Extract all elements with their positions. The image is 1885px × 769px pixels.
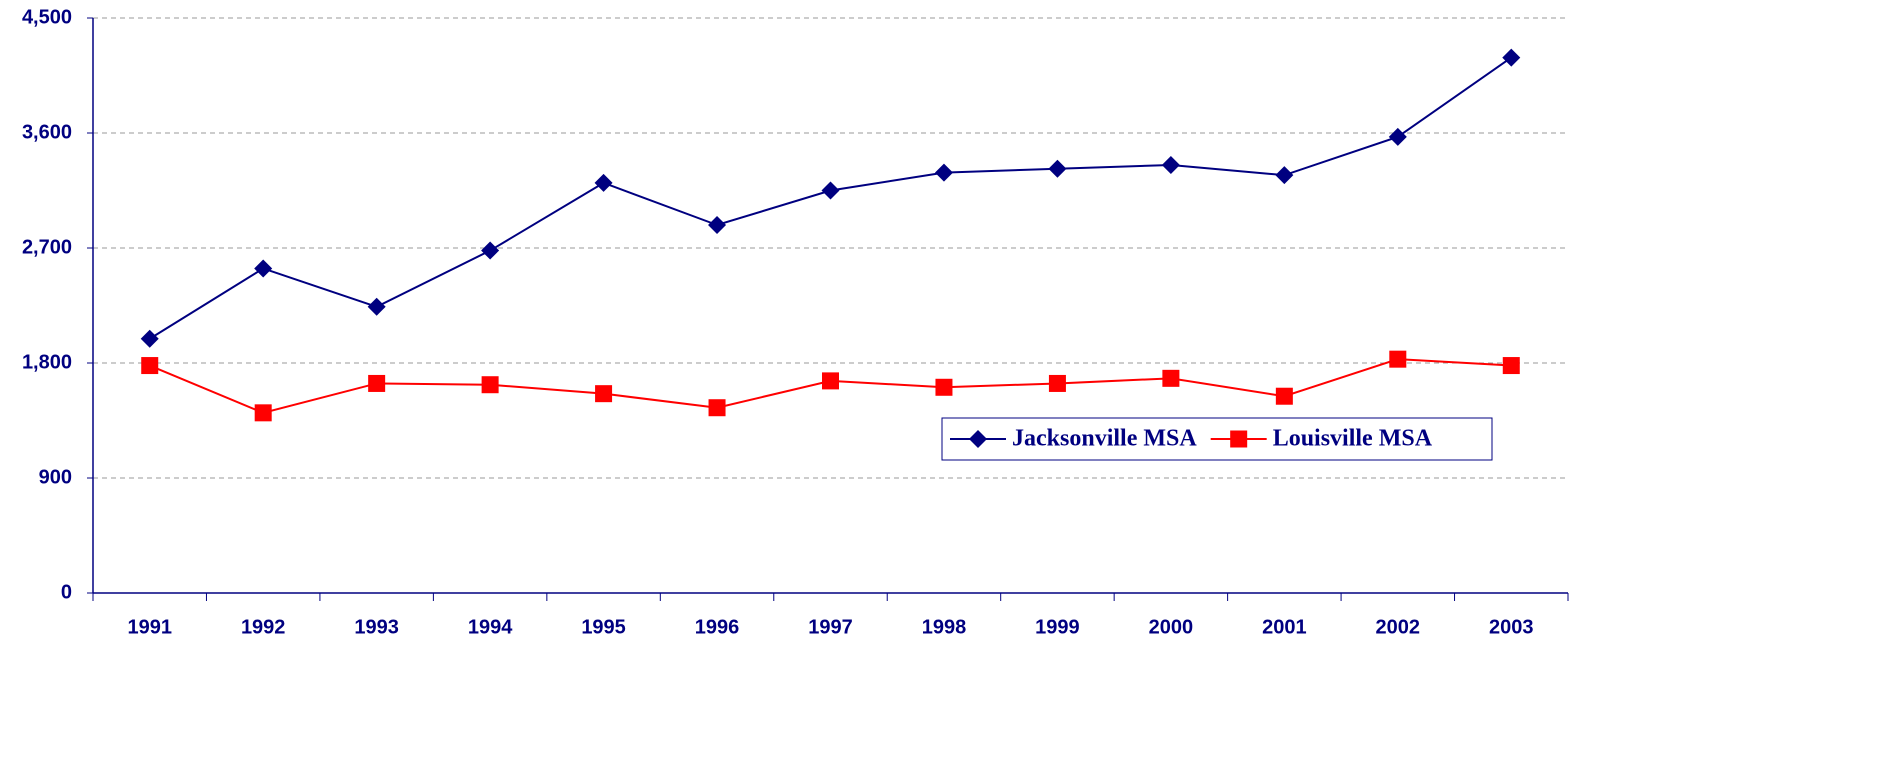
x-tick-label: 1998 <box>922 616 967 638</box>
data-point <box>1162 369 1180 387</box>
legend-marker <box>1230 430 1248 448</box>
data-point <box>822 372 839 390</box>
data-point <box>481 241 500 260</box>
y-tick-label: 0 <box>61 581 72 603</box>
x-tick-label: 1992 <box>241 616 286 638</box>
x-tick-label: 1995 <box>581 616 626 638</box>
data-point <box>1048 159 1067 178</box>
legend-label: Louisville MSA <box>1273 426 1433 452</box>
legend: Jacksonville MSA Louisville MSA <box>941 417 1493 461</box>
data-point <box>141 357 159 375</box>
legend-marker <box>969 430 987 448</box>
x-tick-label: 2001 <box>1262 616 1307 638</box>
data-point <box>934 163 953 182</box>
data-point <box>1275 166 1294 185</box>
x-tick-label: 1999 <box>1035 616 1080 638</box>
data-point <box>594 173 613 192</box>
y-tick-label: 900 <box>39 466 72 488</box>
data-point <box>1161 155 1180 174</box>
y-tick-label: 3,600 <box>22 121 72 143</box>
x-tick-label: 2002 <box>1376 616 1421 638</box>
x-tick-label: 1997 <box>808 616 853 638</box>
x-tick-label: 2000 <box>1149 616 1194 638</box>
legend-label: Jacksonville MSA <box>1012 426 1197 452</box>
data-point <box>821 181 840 200</box>
y-tick-label: 2,700 <box>22 236 72 258</box>
y-tick-label: 1,800 <box>22 351 72 373</box>
data-point <box>935 378 953 396</box>
data-point <box>1389 350 1407 368</box>
data-point <box>708 216 727 234</box>
data-point <box>1275 387 1293 405</box>
data-point <box>1388 127 1407 146</box>
x-tick-label: 1994 <box>468 616 513 638</box>
data-point <box>1502 48 1521 67</box>
data-point <box>254 404 272 422</box>
data-point <box>368 374 386 392</box>
data-point <box>1502 357 1520 375</box>
data-point <box>1048 374 1066 392</box>
data-point <box>595 385 613 403</box>
data-point <box>367 297 386 316</box>
x-tick-label: 1993 <box>354 616 399 638</box>
x-tick-label: 1991 <box>127 616 172 638</box>
y-tick-label: 4,500 <box>22 6 72 28</box>
x-tick-label: 1996 <box>695 616 740 638</box>
data-point <box>140 329 159 348</box>
data-point <box>708 399 726 417</box>
data-point <box>481 376 499 394</box>
x-tick-label: 2003 <box>1489 616 1534 638</box>
data-point <box>254 259 273 278</box>
